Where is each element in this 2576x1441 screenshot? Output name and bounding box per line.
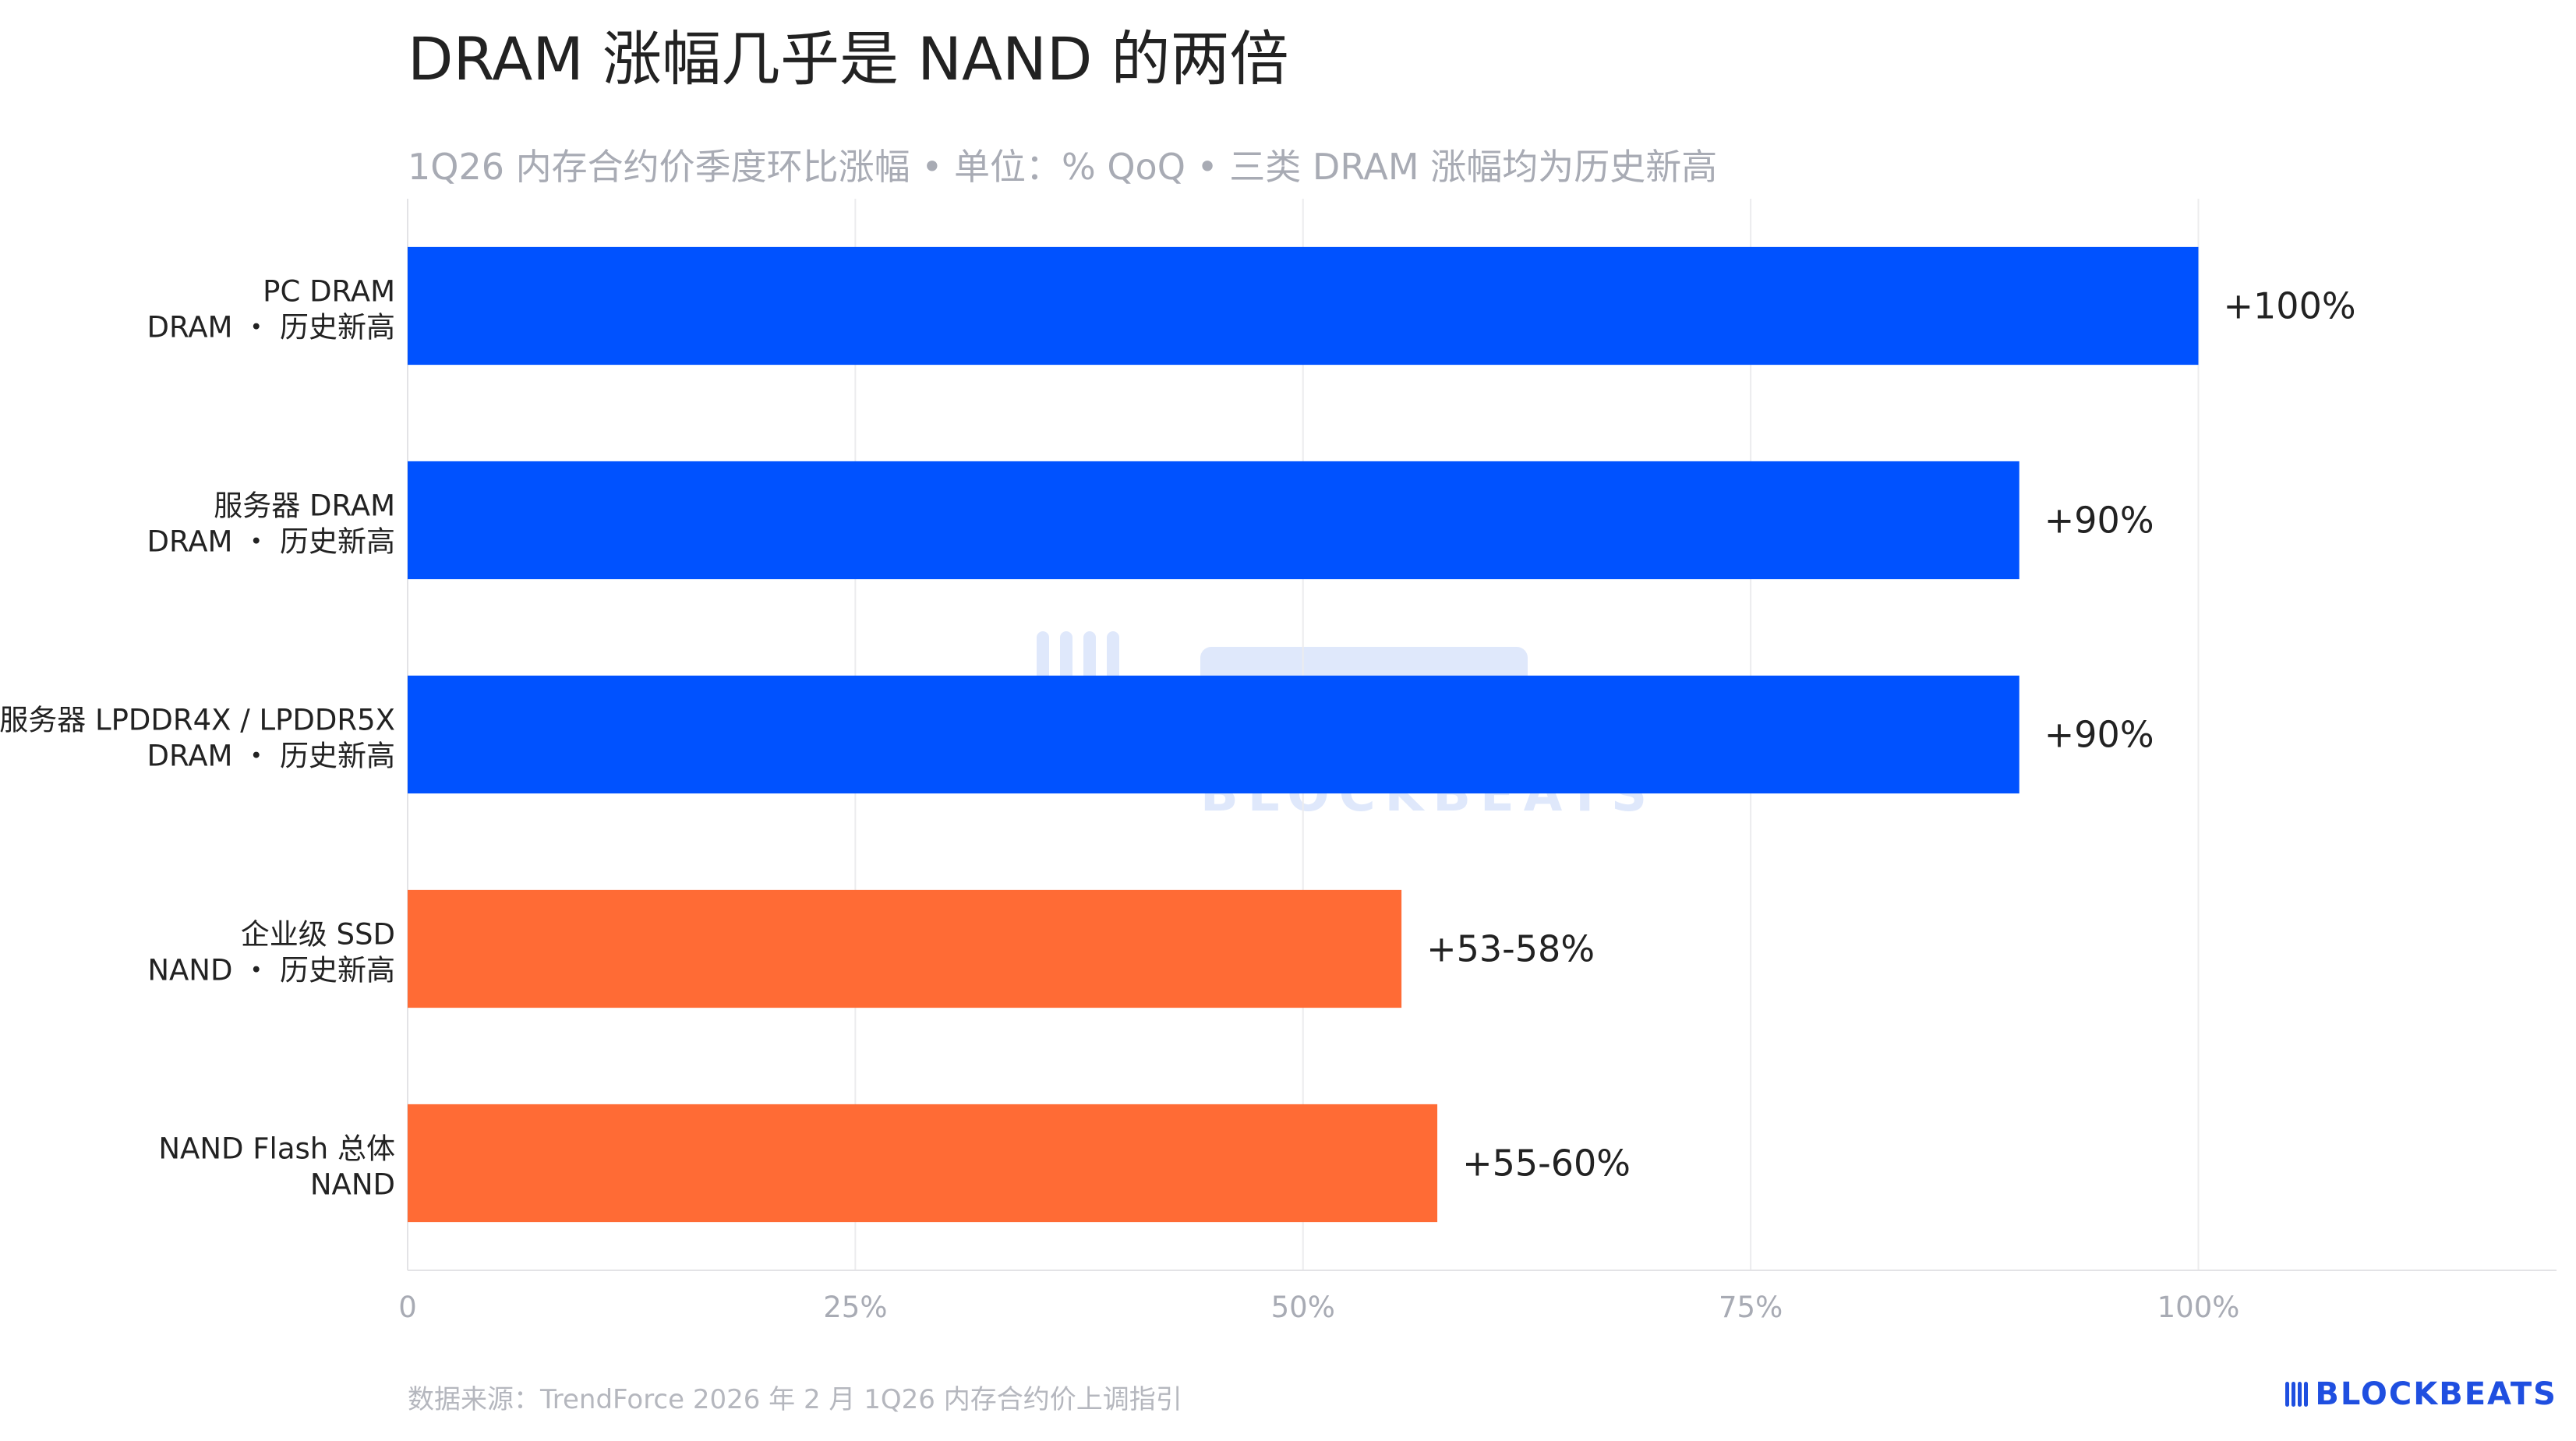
category-label: 企业级 SSD xyxy=(241,918,395,952)
x-tick-label: 25% xyxy=(823,1291,887,1324)
category-label: NAND Flash 总体 xyxy=(158,1132,395,1166)
category-label: 服务器 DRAM xyxy=(214,489,395,523)
bar-value-label: +53-58% xyxy=(1426,928,1595,970)
blockbeats-logo-icon xyxy=(2285,1382,2309,1407)
category-sublabel: DRAM ・ 历史新高 xyxy=(147,311,395,344)
bar-value-label: +90% xyxy=(2044,500,2154,542)
bar[interactable] xyxy=(408,246,2199,366)
bar-value-label: +100% xyxy=(2224,285,2356,327)
category-sublabel: NAND ・ 历史新高 xyxy=(147,954,395,987)
blockbeats-logo-text: BLOCKBEATS xyxy=(2315,1376,2557,1412)
category-sublabel: NAND xyxy=(310,1168,395,1202)
category-label: 服务器 LPDDR4X / LPDDR5X xyxy=(0,704,395,737)
data-source-note: 数据来源：TrendForce 2026 年 2 月 1Q26 内存合约价上调指… xyxy=(408,1384,1182,1415)
category-label: PC DRAM xyxy=(263,275,395,309)
x-tick-label: 100% xyxy=(2157,1291,2240,1324)
bar[interactable] xyxy=(408,461,2019,580)
bar[interactable] xyxy=(408,889,1402,1008)
bar-value-label: +55-60% xyxy=(1462,1143,1631,1185)
chart-subtitle: 1Q26 内存合约价季度环比涨幅 • 单位：% QoQ • 三类 DRAM 涨幅… xyxy=(408,146,1718,188)
blockbeats-logo[interactable]: BLOCKBEATS xyxy=(2285,1376,2557,1412)
x-tick-label: 0 xyxy=(398,1291,417,1324)
bar-value-label: +90% xyxy=(2044,714,2154,756)
chart-title: DRAM 涨幅几乎是 NAND 的两倍 xyxy=(408,24,1289,94)
bar[interactable] xyxy=(408,1104,1438,1223)
category-sublabel: DRAM ・ 历史新高 xyxy=(147,740,395,773)
category-sublabel: DRAM ・ 历史新高 xyxy=(147,525,395,559)
bar[interactable] xyxy=(408,675,2019,794)
x-tick-label: 75% xyxy=(1719,1291,1783,1324)
x-tick-label: 50% xyxy=(1271,1291,1335,1324)
